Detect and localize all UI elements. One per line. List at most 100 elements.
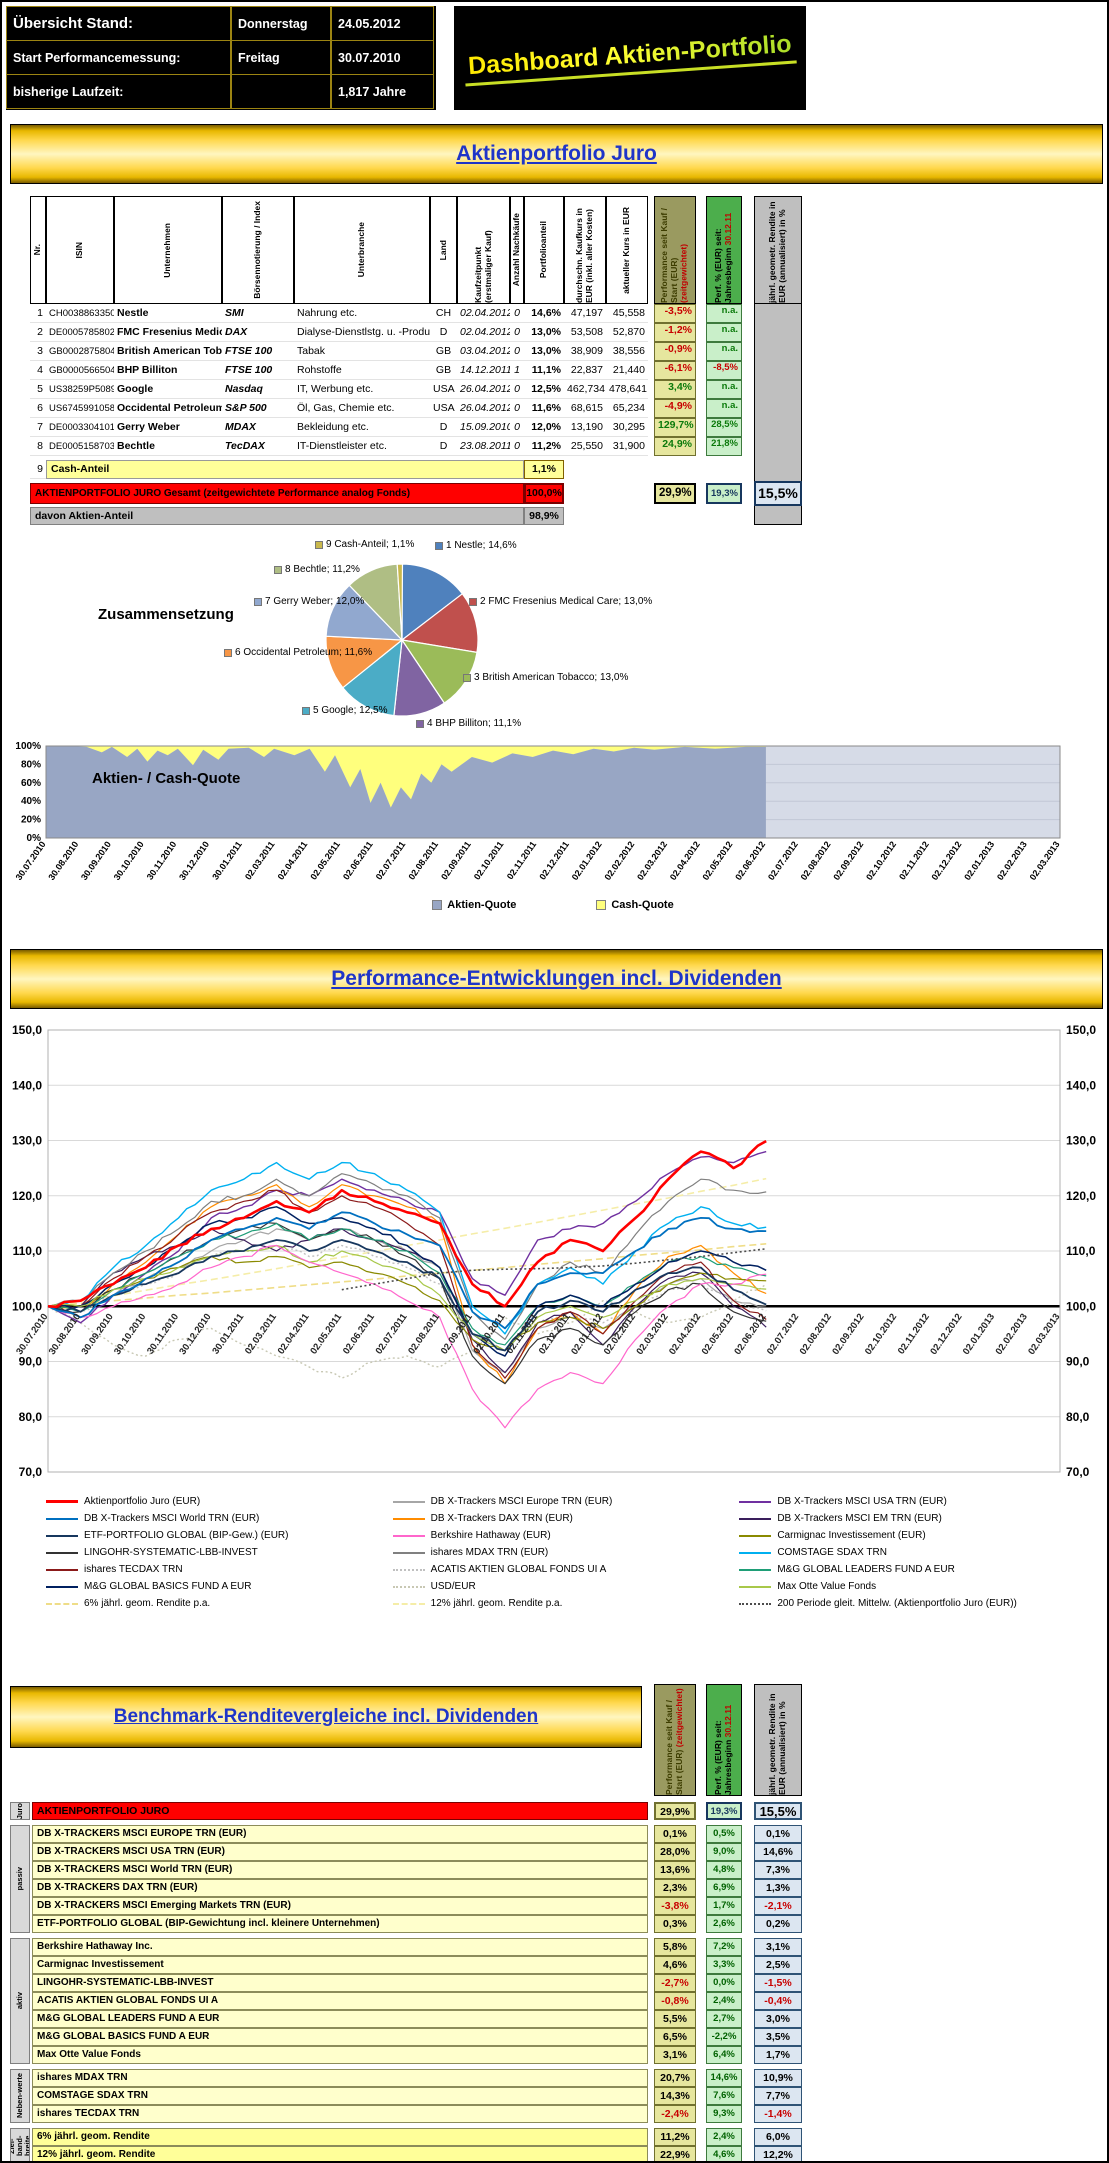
cell-index: DAX <box>222 323 294 342</box>
svg-text:80,0: 80,0 <box>19 1410 43 1424</box>
cell-anteil: 11,2% <box>524 437 564 456</box>
benchmark-value: -2,1% <box>754 1897 802 1915</box>
cell-kaufkurs: 13,190 <box>564 418 606 437</box>
svg-text:02.01.2012: 02.01.2012 <box>570 839 604 882</box>
legend-line-sample <box>392 1602 425 1605</box>
group-label-text: Neben-werte <box>15 2073 25 2119</box>
cell-ytd: n.a. <box>706 399 742 418</box>
cell-isin: GB0002875804 <box>46 342 114 361</box>
benchmark-value: -0,8% <box>654 1992 696 2010</box>
legend-line-sample <box>739 1534 772 1537</box>
col-header-text: Kaufzeitpunkt (erstmaliger Kauf) <box>472 230 493 303</box>
legend-item-label: M&G GLOBAL LEADERS FUND A EUR <box>777 1564 955 1575</box>
total-ytd: 19,3% <box>706 483 742 504</box>
benchmark-value: 1,7% <box>754 2046 802 2064</box>
svg-text:90,0: 90,0 <box>19 1355 43 1369</box>
group-label-text: passiv <box>15 1867 25 1891</box>
svg-text:02.09.2012: 02.09.2012 <box>831 839 865 882</box>
benchmark-value: 14,6% <box>706 2069 742 2087</box>
cell-ytd: 21,8% <box>706 437 742 456</box>
series-line <box>47 1244 767 1352</box>
legend-item-label: 6% jährl. geom. Rendite p.a. <box>84 1598 211 1609</box>
cell-ytd: n.a. <box>706 380 742 399</box>
cell-ytd: n.a. <box>706 304 742 323</box>
legend-item-aktien-quote: Aktien-Quote <box>432 899 516 911</box>
overview-value: 24.05.2012 <box>331 6 434 41</box>
svg-text:02.10.2011: 02.10.2011 <box>472 839 506 881</box>
legend-item: M&G GLOBAL BASICS FUND A EUR <box>46 1579 371 1594</box>
cell-name: Nestle <box>114 304 222 323</box>
cell-anteil: 14,6% <box>524 304 564 323</box>
benchmark-value: 3,3% <box>706 1956 742 1974</box>
cell-nk: 0 <box>510 323 524 342</box>
benchmark-value: 10,9% <box>754 2069 802 2087</box>
pie-swatch <box>469 597 477 606</box>
perf-header-text: Perf. % (EUR) seit: Jahresbeginn 30.12.1… <box>713 1685 734 1795</box>
svg-text:100%: 100% <box>15 741 41 752</box>
perf-header-text: jährl. geometr. Rendite in EUR (annualis… <box>767 1685 788 1795</box>
cell-land: GB <box>430 342 457 361</box>
cell-kauf: 23.08.2011 <box>457 437 510 456</box>
cell-branche: Tabak <box>294 342 430 361</box>
pie-label-text: 2 FMC Fresenius Medical Care; 13,0% <box>480 596 653 607</box>
series-line <box>47 1243 767 1308</box>
svg-text:02.02.2012: 02.02.2012 <box>602 839 636 882</box>
benchmark-value: 1,3% <box>754 1879 802 1897</box>
group-label-juro: Juro <box>10 1802 30 1820</box>
benchmark-value: -2,2% <box>706 2028 742 2046</box>
pie-label-text: 8 Bechtle; 11,2% <box>285 564 360 575</box>
legend-item-label: Berkshire Hathaway (EUR) <box>430 1530 551 1541</box>
benchmark-value: 14,6% <box>754 1843 802 1861</box>
overview-mid <box>231 74 331 109</box>
svg-text:02.06.2011: 02.06.2011 <box>341 1311 377 1356</box>
cell-anteil: 13,0% <box>524 342 564 361</box>
legend-line-sample <box>739 1602 772 1605</box>
svg-text:70,0: 70,0 <box>1066 1465 1090 1479</box>
benchmark-row-label: ishares TECDAX TRN <box>32 2105 648 2123</box>
pie-label-text: 3 British American Tobacco; 13,0% <box>474 672 629 683</box>
group-label-text: Juro <box>15 1802 25 1820</box>
cell-index: Nasdaq <box>222 380 294 399</box>
col-header-nk: Anzahl Nachkäufe <box>510 196 524 304</box>
cell-name: British American Tobacco <box>114 342 222 361</box>
col-header-index: Börsennotierung / Index <box>222 196 294 304</box>
benchmark-value: 9,0% <box>706 1843 742 1861</box>
cell-anteil: 12,0% <box>524 418 564 437</box>
svg-text:02.05.2012: 02.05.2012 <box>701 839 735 882</box>
cell-kurs: 45,558 <box>606 304 648 323</box>
svg-text:02.06.2011: 02.06.2011 <box>341 839 375 881</box>
benchmark-row-label: DB X-TRACKERS MSCI World TRN (EUR) <box>32 1861 648 1879</box>
cell-nr: 6 <box>30 399 46 418</box>
legend-line-sample <box>46 1534 78 1537</box>
svg-text:130,0: 130,0 <box>1066 1134 1096 1148</box>
cell-anteil: 11,1% <box>524 361 564 380</box>
legend-item: ishares TECDAX TRN <box>46 1562 371 1577</box>
legend-item-label: Max Otte Value Fonds <box>777 1581 877 1592</box>
benchmark-value: 22,9% <box>654 2146 696 2161</box>
svg-text:100,0: 100,0 <box>12 1299 42 1313</box>
cell-performance: -4,9% <box>654 399 696 418</box>
benchmark-value: 2,4% <box>706 1992 742 2010</box>
benchmark-value: 0,1% <box>654 1825 696 1843</box>
benchmark-value: 0,5% <box>706 1825 742 1843</box>
pie-label-5: 5 Google; 12,5% <box>302 705 388 716</box>
benchmark-row-label: DB X-TRACKERS MSCI Emerging Markets TRN … <box>32 1897 648 1915</box>
col-header-kurs: aktueller Kurs in EUR <box>606 196 648 304</box>
svg-text:30.11.2010: 30.11.2010 <box>145 1312 181 1357</box>
perf-header-main: jährl. geometr. Rendite in EUR (annualis… <box>767 1693 787 1795</box>
pie-slice-1 <box>401 563 464 642</box>
benchmark-value: 6,4% <box>706 2046 742 2064</box>
cell-land: D <box>430 323 457 342</box>
benchmark-value: 3,5% <box>754 2028 802 2046</box>
perf-header-h-perf3: jährl. geometr. Rendite in EUR (annualis… <box>754 1684 802 1796</box>
benchmark-value: 4,6% <box>706 2146 742 2161</box>
benchmark-row-label: M&G GLOBAL BASICS FUND A EUR <box>32 2028 648 2046</box>
section-benchmark-title: Benchmark-Renditevergleiche incl. Divide… <box>113 1706 539 1727</box>
perf-header-text: Performance seit Kauf / Start (EUR) (zei… <box>664 1685 685 1795</box>
section-performance-banner: Performance-Entwicklungen incl. Dividend… <box>10 949 1103 1009</box>
col-header-anteil: Portfolioanteil <box>524 196 564 304</box>
benchmark-value: -2,4% <box>654 2105 696 2123</box>
pie-label-9: 9 Cash-Anteil; 1,1% <box>315 539 414 550</box>
svg-text:02.04.2012: 02.04.2012 <box>667 1312 703 1357</box>
